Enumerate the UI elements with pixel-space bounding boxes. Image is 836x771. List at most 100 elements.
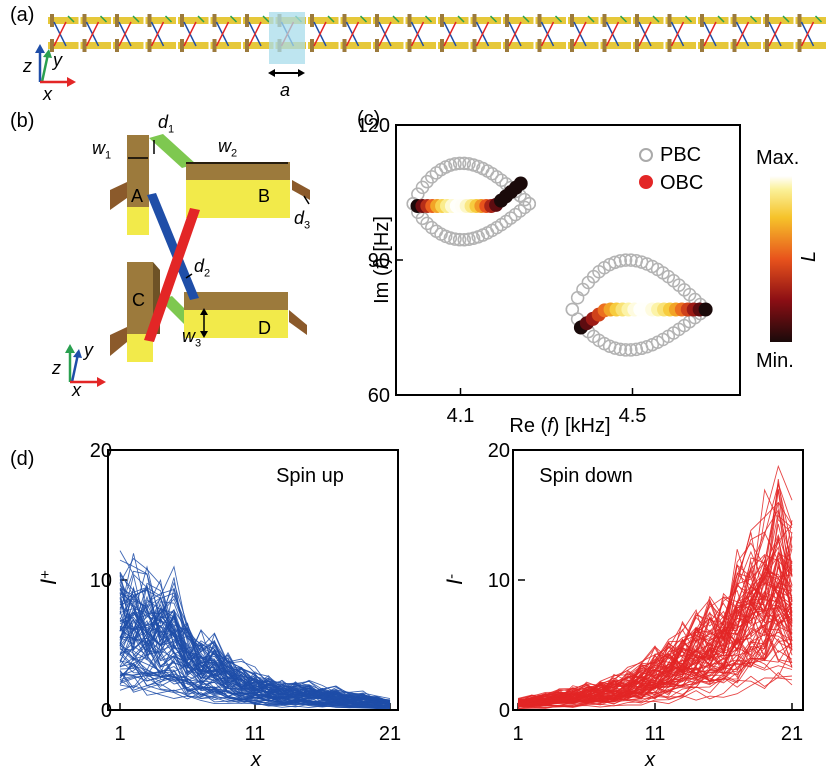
xtick-label-d: 11: [645, 723, 666, 745]
chain-post: [342, 39, 347, 52]
colorbar-label: L: [798, 251, 820, 262]
connector-bar: [289, 310, 307, 335]
chain-post: [667, 14, 672, 27]
unit-cell-schematic: [65, 134, 310, 387]
chain-green-link: [262, 15, 270, 23]
chart-c: 4.1 4.5 60 90 120 PBC OBC Max. Min. L Im (f)…: [360, 115, 820, 437]
intensity-curve: [517, 594, 793, 705]
chain-post: [472, 14, 477, 27]
chain-post: [635, 39, 639, 52]
y-axis-arrow-b: [70, 353, 80, 383]
chain-green-link: [489, 15, 498, 23]
chain-beam-bottom: [503, 42, 534, 49]
chain-post: [407, 14, 412, 27]
chain-post: [310, 14, 314, 27]
chain-green-link: [814, 15, 823, 23]
connector-bar: [292, 180, 310, 200]
xtick-label-d: 11: [245, 723, 266, 745]
chain-green-link: [652, 15, 660, 23]
xlabel-c: Re (f) [kHz]: [509, 415, 610, 437]
chain-post: [570, 39, 574, 52]
d3-arrow: [303, 195, 310, 205]
chain-post: [82, 14, 87, 27]
intensity-curve: [119, 588, 391, 705]
chain-green-link: [424, 15, 433, 23]
ytick-label-c: 60: [368, 385, 390, 407]
chain-beam-top: [795, 17, 826, 24]
chain-green-link: [359, 15, 368, 23]
chain-red-link: [248, 21, 262, 47]
chain-red-link: [638, 21, 652, 47]
coupling-beam-d1: [149, 134, 196, 168]
chain-red-link: [475, 21, 490, 47]
chain-beam-bottom: [665, 42, 696, 49]
chain-post: [147, 14, 152, 27]
chain-beam-bottom: [178, 42, 209, 49]
intensity-curve: [119, 618, 391, 705]
chain-beam-bottom: [210, 42, 241, 49]
ytick-label-d: 20: [488, 440, 510, 462]
chain-post: [472, 39, 477, 52]
intensity-curve: [518, 612, 793, 706]
pbc-point: [608, 341, 622, 355]
ytick-label-c: 90: [368, 250, 390, 272]
chain-post: [147, 39, 152, 52]
legend-marker-pbc: [639, 148, 653, 162]
intensity-curve: [119, 636, 391, 707]
chain-beam-bottom: [340, 42, 371, 49]
intensity-curve: [119, 685, 390, 709]
colorbar: [770, 176, 792, 342]
chain-post: [570, 14, 574, 27]
chain-red-link: [150, 21, 165, 47]
chain-beam-top: [698, 17, 729, 24]
label-A: A: [131, 186, 144, 206]
xtick-label-c: 4.5: [619, 405, 647, 427]
chain-red-link: [605, 21, 620, 47]
pbc-point: [517, 192, 532, 207]
axis-label-x-a: x: [43, 84, 52, 104]
title-spin-down: Spin down: [539, 465, 632, 487]
ytick-label-d: 0: [499, 700, 510, 722]
ytick-label-d: 20: [90, 440, 112, 462]
label-w2: w2: [218, 136, 238, 160]
intensity-curve: [517, 567, 793, 704]
chain-post: [797, 14, 802, 27]
pbc-point: [513, 204, 527, 218]
chain-beam-top: [178, 17, 209, 24]
chain-post: [732, 39, 737, 52]
chain-green-link: [99, 15, 108, 23]
pbc-point: [452, 232, 467, 247]
pbc-point: [457, 232, 472, 247]
chain-red-link: [768, 21, 782, 47]
pbc-point: [618, 343, 633, 357]
chain-beam-bottom: [113, 42, 144, 49]
chain-beam-top: [665, 17, 696, 24]
intensity-curve: [119, 588, 391, 704]
chain-post: [440, 14, 444, 27]
pbc-point: [624, 343, 638, 357]
chain-green-link: [392, 15, 400, 23]
chain-post: [245, 39, 249, 52]
chain-red-link: [183, 21, 197, 47]
chain-green-link: [554, 15, 563, 23]
pbc-point: [425, 220, 439, 235]
chain-beam-bottom: [405, 42, 436, 49]
chain-beam-bottom: [633, 42, 664, 49]
pbc-point: [425, 170, 439, 184]
chain-red-link: [573, 21, 587, 47]
intensity-curve: [517, 627, 793, 707]
chain-post: [700, 14, 704, 27]
axis-label-z-a: z: [23, 56, 32, 76]
axis-label-x-b: x: [72, 380, 81, 400]
label-B: B: [258, 186, 271, 206]
ytick-label-d: 0: [101, 700, 112, 722]
panel-label-b: (b): [10, 110, 35, 132]
xtick-label-c: 4.1: [447, 405, 475, 427]
chain-post: [635, 14, 639, 27]
chain-beam-top: [763, 17, 794, 24]
chain-green-link: [457, 15, 465, 23]
pbc-point: [462, 157, 476, 171]
